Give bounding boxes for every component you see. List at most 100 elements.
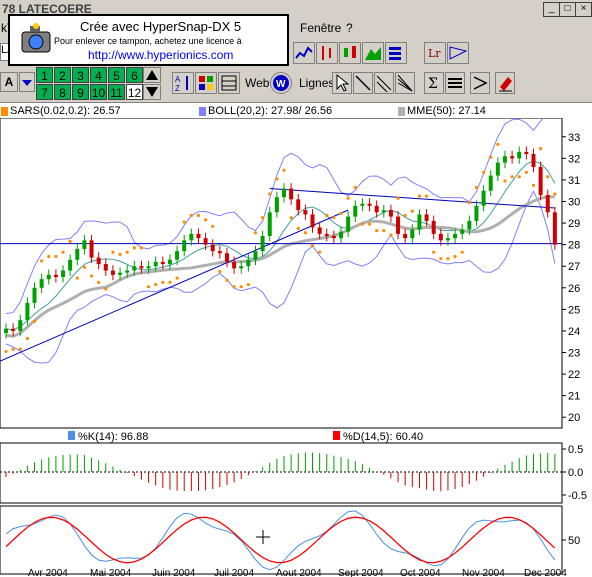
period-button-4[interactable]: 4 [90, 67, 107, 83]
stamp-line1: Crée avec HyperSnap-DX 5 [80, 19, 242, 34]
x-tick-label: Juil 2004 [214, 568, 254, 577]
macd-panel-frame [0, 442, 563, 504]
candle-body [360, 203, 365, 206]
period-button-6[interactable]: 6 [126, 67, 143, 83]
stamp-link[interactable]: http://www.hyperionics.com [88, 48, 234, 62]
bar-chart-button[interactable] [316, 42, 338, 64]
candle-body [253, 251, 258, 260]
period-button-12[interactable]: 12 [126, 84, 143, 100]
boll-lower-line [5, 190, 556, 364]
candle-body [467, 220, 472, 230]
mountain-icon [365, 47, 381, 60]
candle-body [82, 240, 87, 249]
table-button[interactable] [218, 72, 240, 94]
d-label: %D(14,5): 60.40 [343, 431, 423, 443]
boll-label: BOLL(20,2): 27.98/ 26.56 [208, 105, 333, 117]
candle-body [517, 151, 522, 159]
parallel-lines-icon [376, 75, 392, 93]
candle-body [246, 259, 251, 267]
k-label: %K(14): 96.88 [78, 431, 148, 443]
y-tick-label: 33 [568, 132, 580, 144]
sar-dot [310, 244, 315, 248]
eraser-icon [499, 77, 512, 92]
candle-body [203, 238, 208, 245]
font-dropdown[interactable] [19, 72, 35, 92]
candle-body [210, 244, 215, 252]
cursor-icon [336, 73, 350, 92]
period-button-9[interactable]: 9 [72, 84, 89, 100]
sar-dot [225, 278, 229, 282]
y-tick-label: 26 [568, 283, 580, 295]
maximize-button[interactable]: □ [559, 2, 576, 17]
candle-body [410, 229, 415, 239]
candle-body [502, 156, 507, 163]
candle-body [75, 248, 80, 260]
candle-body [346, 216, 351, 232]
sar-dot [453, 254, 457, 259]
sar-dot [403, 213, 407, 218]
line-chart-button[interactable] [293, 42, 315, 64]
web-button[interactable]: W [270, 72, 292, 94]
y-tick-label: 23 [568, 348, 580, 360]
erase-tool[interactable] [495, 72, 515, 94]
price-chart[interactable]: 33 32 31 30 29 28 27 26 25 24 23 22 21 20 0.5 0.0 -0.5 50… [0, 118, 592, 577]
fib-button[interactable]: Lr [424, 42, 446, 64]
sar-dot [161, 280, 165, 284]
sar-dot [446, 257, 450, 261]
hline-tool[interactable] [445, 72, 465, 94]
period-button-1[interactable]: 1 [36, 67, 53, 83]
period-button-5[interactable]: 5 [108, 67, 125, 83]
candle-body [274, 197, 279, 213]
line-tool[interactable] [353, 72, 373, 94]
sar-dot [175, 276, 179, 280]
pointer-tool[interactable] [332, 72, 352, 94]
web-label: Web [245, 76, 270, 90]
volume-button[interactable] [385, 42, 407, 64]
arrow-tool[interactable] [470, 72, 490, 94]
close-button[interactable]: × [575, 2, 592, 17]
y-tick-label: 32 [568, 153, 580, 165]
candle-body [289, 188, 294, 200]
font-button[interactable]: A [0, 72, 18, 92]
period-button-10[interactable]: 10 [90, 84, 107, 100]
sar-dot [339, 211, 343, 215]
menu-item-fenetre[interactable]: Fenêtre [300, 21, 342, 35]
candle-body [260, 236, 265, 252]
period-button-3[interactable]: 3 [72, 67, 89, 83]
candle-body [18, 320, 23, 331]
menu-item-help[interactable]: ? [346, 21, 353, 35]
sigma-tool[interactable]: Σ [424, 72, 444, 94]
candle-body [495, 162, 500, 176]
candle-button[interactable] [339, 42, 361, 64]
macd-tick-label: -0.5 [568, 490, 587, 502]
period-button-11[interactable]: 11 [108, 84, 125, 100]
sar-dot [410, 209, 414, 213]
sar-dot [282, 168, 286, 172]
zoom-in-button[interactable] [143, 67, 161, 83]
d-swatch [333, 431, 340, 440]
sar-dot [275, 177, 279, 181]
sar-dot [296, 226, 300, 231]
stoch-k-line [5, 510, 556, 571]
period-button-8[interactable]: 8 [54, 84, 71, 100]
sar-dot [289, 216, 293, 220]
parallel-tool[interactable] [374, 72, 394, 94]
chevron-down-icon [22, 80, 32, 86]
y-tick-label: 22 [568, 369, 580, 381]
candle-body [175, 251, 180, 260]
y-tick-label: 29 [568, 218, 580, 230]
candle-body [153, 261, 158, 267]
fan-tool[interactable] [395, 72, 415, 94]
sars-label: SARS(0.02,0.2): 26.57 [10, 105, 121, 117]
channel-button[interactable] [447, 42, 469, 64]
candle-body [96, 257, 101, 265]
zoom-out-button[interactable] [143, 84, 161, 100]
color-button[interactable] [195, 72, 217, 94]
minimize-button[interactable]: _ [543, 2, 560, 17]
period-button-2[interactable]: 2 [54, 67, 71, 83]
sar-dot [318, 250, 322, 254]
svg-text:Σ: Σ [428, 76, 438, 92]
area-button[interactable] [362, 42, 384, 64]
period-button-7[interactable]: 7 [36, 84, 53, 100]
